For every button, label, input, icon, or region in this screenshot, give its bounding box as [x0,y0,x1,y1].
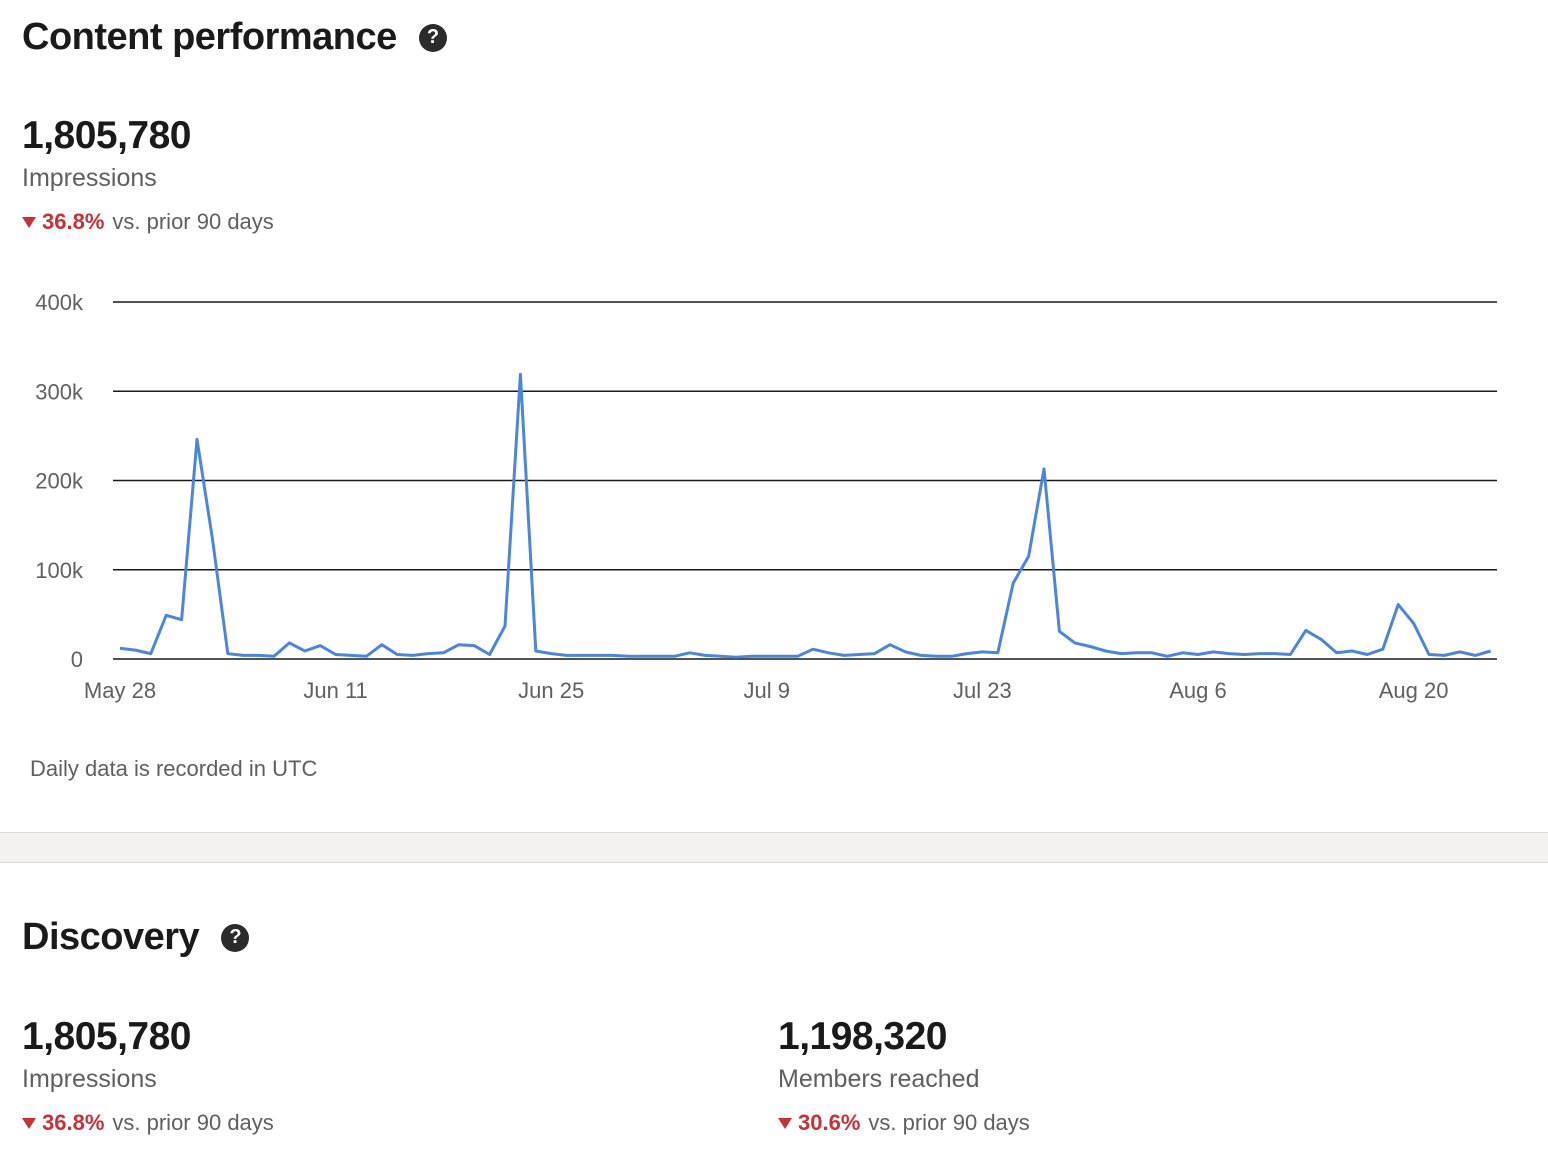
x-tick-label: Aug 20 [1379,678,1449,703]
discovery-impressions-change: 36.8% vs. prior 90 days [22,1110,274,1136]
x-tick-label: Aug 6 [1169,678,1227,703]
x-tick-label: Jun 11 [303,678,367,703]
down-arrow-icon [22,216,36,228]
members-reached-change: 30.6% vs. prior 90 days [778,1110,1030,1136]
utc-footnote: Daily data is recorded in UTC [30,756,318,781]
down-arrow-icon [22,1117,36,1129]
help-icon[interactable]: ? [221,923,250,952]
members-reached-change-pct: 30.6% [798,1110,861,1135]
impressions-value: 1,805,780 [22,114,192,157]
y-tick-label: 0 [71,647,83,672]
x-tick-label: Jul 23 [953,678,1012,703]
y-tick-label: 100k [35,558,84,583]
impressions-change: 36.8% vs. prior 90 days [22,209,274,235]
section-divider [0,832,1548,863]
impressions-metric: 1,805,780 Impressions 36.8% vs. prior 90… [22,114,274,235]
discovery-impressions-value: 1,805,780 [22,1015,192,1058]
members-reached-value: 1,198,320 [778,1015,948,1058]
impressions-label: Impressions [22,164,157,192]
y-tick-label: 200k [35,469,84,494]
members-reached-label: Members reached [778,1065,980,1093]
x-tick-label: Jul 9 [744,678,790,703]
y-tick-label: 300k [35,379,84,404]
x-tick-label: May 28 [84,678,156,703]
impressions-series-line [119,372,1492,659]
discovery-impressions-label: Impressions [22,1065,157,1093]
x-tick-label: Jun 25 [518,678,584,703]
impressions-change-pct: 36.8% [42,209,105,234]
discovery-impressions-change-text: vs. prior 90 days [112,1110,274,1135]
impressions-line-chart: 0 100k 200k 300k 400k May 28 Jun 11 Jun 25 Jul 9… [35,290,1497,703]
help-icon[interactable]: ? [418,23,447,52]
content-performance-title: Content performance ? [22,16,447,59]
members-reached-metric: 1,198,320 Members reached 30.6% vs. prio… [778,1015,1030,1136]
impressions-change-text: vs. prior 90 days [112,209,274,234]
members-reached-change-text: vs. prior 90 days [868,1110,1030,1135]
down-arrow-icon [778,1117,792,1129]
y-tick-label: 400k [35,290,84,315]
discovery-title: Discovery ? [22,916,250,959]
discovery-impressions-change-pct: 36.8% [42,1110,105,1135]
discovery-impressions-metric: 1,805,780 Impressions 36.8% vs. prior 90… [22,1015,274,1136]
discovery-heading: Discovery [22,916,200,958]
content-performance-heading: Content performance [22,16,397,58]
